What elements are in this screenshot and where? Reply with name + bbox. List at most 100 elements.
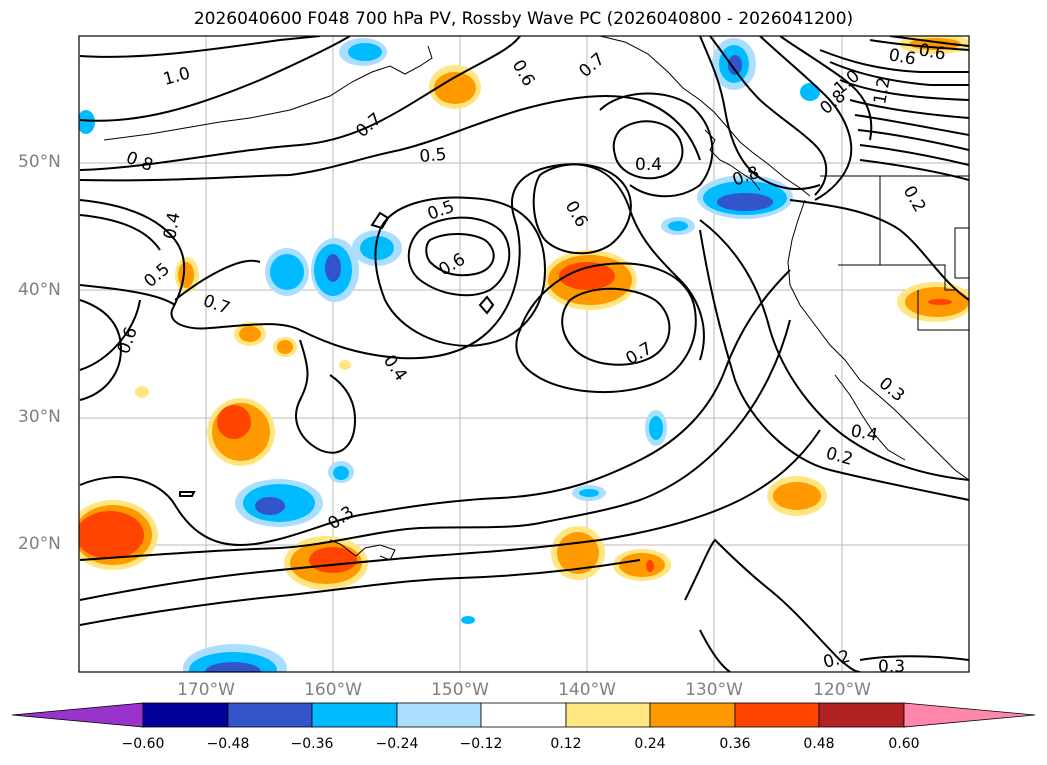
contour-line [79, 36, 351, 122]
contour-line [407, 216, 511, 297]
contour-label: 0.6 [917, 40, 947, 64]
colorbar-tick: −0.36 [290, 736, 334, 752]
anomaly-neg [579, 489, 599, 497]
map-panel: 1.0 0.8 0.7 0.6 0.7 0.6 0.6 0.8 1.0 1.2 … [79, 36, 969, 677]
border-state-3 [917, 290, 969, 331]
lon-label-170w: 170°W [177, 680, 235, 700]
contour-line [370, 211, 390, 230]
contour-line [819, 49, 969, 73]
anomaly-neg [800, 83, 820, 101]
contour-line [849, 99, 969, 119]
contour-line [79, 559, 641, 626]
contour-line [612, 120, 684, 180]
contour-line [79, 214, 161, 251]
colorbar-segment [734, 702, 820, 728]
contour-line [709, 36, 828, 196]
baja-coast [834, 374, 906, 461]
contour-label: 0.4 [635, 155, 662, 175]
pv-contours [79, 36, 969, 672]
colorbar-tick: −0.48 [206, 736, 250, 752]
colorbar-segment [311, 702, 398, 728]
contour-line [789, 199, 969, 301]
colorbar-tick: 0.12 [550, 736, 582, 752]
chart-title: 2026040600 F048 700 hPa PV, Rossby Wave … [193, 9, 854, 29]
colorbar-tick: 0.60 [888, 736, 920, 752]
colorbar-tick: 0.48 [803, 736, 835, 752]
map-frame [78, 35, 970, 673]
contour-line [854, 114, 969, 136]
anomaly-pos [773, 482, 821, 510]
contour-line [79, 269, 791, 547]
anomaly-pos [79, 511, 144, 559]
contour-line [759, 36, 853, 201]
contour-line [829, 61, 969, 86]
negative-anomalies [79, 38, 820, 672]
contour-line [79, 94, 701, 182]
contour-line [561, 287, 671, 366]
lon-label-140w: 140°W [558, 680, 616, 700]
contour-line [478, 295, 495, 315]
lat-label-20n: 20°N [18, 534, 61, 554]
contour-label: 0.4 [849, 421, 879, 445]
colorbar-segment [227, 702, 313, 728]
lon-label-160w: 160°W [304, 680, 362, 700]
contour-line [79, 36, 521, 171]
lon-label-150w: 150°W [431, 680, 489, 700]
contour-line [79, 319, 791, 561]
contour-line [79, 429, 821, 601]
contour-line [79, 284, 176, 306]
lon-label-130w: 130°W [685, 680, 743, 700]
anomaly-neg [717, 193, 773, 211]
colorbar-segment [649, 702, 736, 728]
colorbar-tick: −0.24 [375, 736, 419, 752]
anomaly-pos [339, 360, 351, 370]
anomaly-neg [270, 254, 304, 290]
colorbar-extend-low [11, 702, 144, 728]
anomaly-pos [135, 386, 149, 398]
anomaly-neg [255, 497, 285, 515]
contour-label: 0.3 [878, 657, 905, 677]
contour-line [869, 39, 969, 51]
contour-line [79, 299, 122, 401]
colorbar-segment [565, 702, 651, 728]
contour-line [599, 92, 714, 198]
contour-line [374, 196, 547, 347]
anomaly-pos [646, 560, 654, 572]
anomaly-neg [333, 466, 349, 480]
contour-line [779, 36, 873, 141]
anomaly-pos [239, 326, 261, 342]
anomaly-neg [728, 55, 742, 75]
contour-line [699, 629, 731, 672]
coastlines [103, 36, 969, 561]
colorbar-segment [396, 702, 482, 728]
contour-line [425, 233, 495, 277]
hawaii [329, 539, 396, 561]
colorbar-segment [818, 702, 905, 728]
anomaly-pos [217, 405, 251, 439]
bc-islands [704, 129, 761, 191]
contour-line [174, 259, 261, 301]
anomaly-neg [668, 221, 688, 231]
contour-line [179, 491, 196, 497]
anomaly-neg [360, 236, 394, 260]
contour-line [515, 262, 697, 393]
colorbar-segment [480, 702, 567, 728]
anomaly-pos [434, 72, 476, 104]
anomaly-neg [325, 254, 341, 282]
colorbar-segment [142, 702, 229, 728]
contour-label: 0.4 [160, 211, 184, 241]
contour-label: 0.6 [887, 45, 917, 69]
anomaly-pos [557, 532, 599, 574]
contour-line [859, 144, 969, 166]
anomaly-neg [348, 43, 382, 61]
anomaly-neg [461, 616, 475, 624]
colorbar-tick: 0.24 [634, 736, 666, 752]
contour-line [859, 655, 969, 661]
contour-line [79, 36, 321, 58]
contour-line [699, 36, 821, 190]
anomaly-neg [205, 662, 261, 672]
anomaly-neg [79, 110, 95, 134]
anomaly-neg [649, 416, 663, 440]
colorbar-tick: 0.36 [719, 736, 751, 752]
